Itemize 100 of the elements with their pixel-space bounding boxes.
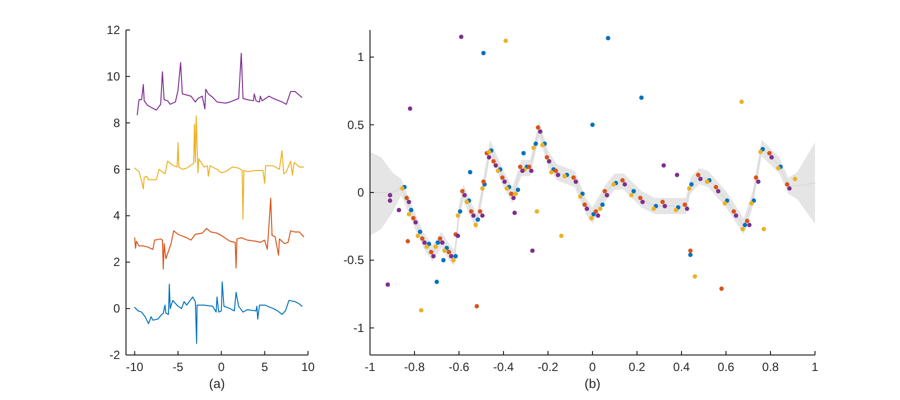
point <box>562 174 567 178</box>
point <box>749 201 754 206</box>
point <box>471 213 476 218</box>
point <box>590 122 595 127</box>
point <box>620 178 625 183</box>
point <box>438 236 442 241</box>
x-tick-label: 10 <box>301 360 315 374</box>
point <box>428 250 434 254</box>
x-tick-label: -0.2 <box>538 360 559 374</box>
point <box>622 182 627 187</box>
y-tick-label: 10 <box>106 69 120 84</box>
point <box>688 252 693 257</box>
y-tick-label: 0.5 <box>347 118 364 132</box>
point <box>530 248 535 253</box>
y-tick-label: 8 <box>113 116 120 130</box>
point <box>480 213 485 218</box>
point <box>446 250 452 254</box>
point <box>418 230 422 234</box>
point <box>534 209 540 214</box>
point <box>529 168 534 174</box>
point <box>431 254 436 258</box>
point <box>434 280 439 284</box>
point <box>531 146 536 150</box>
point <box>516 188 520 192</box>
point <box>509 192 514 196</box>
point <box>704 179 710 184</box>
point <box>660 200 665 204</box>
y-tick-label: 0 <box>357 186 364 200</box>
point <box>416 234 420 238</box>
point <box>502 179 507 184</box>
y-tick-label: 2 <box>113 255 120 270</box>
point <box>629 193 634 198</box>
y-tick-label: 1 <box>357 50 364 64</box>
point <box>769 155 774 160</box>
x-tick-label: 5 <box>261 360 268 374</box>
point <box>388 198 392 203</box>
point <box>651 206 656 211</box>
point <box>469 209 474 214</box>
point <box>638 196 643 200</box>
point <box>640 200 645 204</box>
point <box>606 36 610 40</box>
point <box>406 212 412 216</box>
point <box>756 179 760 184</box>
x-tick-label: 1 <box>812 360 819 374</box>
point <box>611 182 616 187</box>
point <box>767 151 772 156</box>
point <box>687 186 692 191</box>
point <box>571 175 576 180</box>
point <box>549 170 554 174</box>
point <box>740 226 745 232</box>
point <box>734 213 738 218</box>
point <box>480 186 485 191</box>
point <box>408 208 414 212</box>
point <box>433 244 438 249</box>
point <box>662 204 668 208</box>
point <box>406 239 410 244</box>
point <box>476 217 480 222</box>
point <box>456 213 460 218</box>
point <box>578 194 582 199</box>
point <box>762 226 766 232</box>
y-tick-label: -1 <box>353 320 364 335</box>
x-tick-label: 0.2 <box>628 360 646 374</box>
point <box>732 209 736 214</box>
point <box>758 150 763 154</box>
point <box>722 201 728 206</box>
y-tick-label: 6 <box>113 162 120 176</box>
point <box>784 182 790 187</box>
point <box>662 163 666 168</box>
point <box>600 202 605 207</box>
point <box>554 168 558 174</box>
point <box>440 240 445 245</box>
point <box>546 159 552 164</box>
point <box>792 176 798 182</box>
point <box>442 248 447 253</box>
y-tick-label: 12 <box>106 23 120 37</box>
point <box>504 38 508 44</box>
point <box>594 209 598 214</box>
point <box>453 254 458 258</box>
point <box>481 50 486 56</box>
point <box>459 34 464 39</box>
x-tick-label: -0.8 <box>404 360 426 374</box>
point <box>460 188 465 194</box>
point <box>534 142 538 146</box>
point <box>544 155 550 160</box>
point <box>388 193 392 198</box>
point <box>521 151 526 156</box>
point <box>404 196 409 200</box>
point <box>418 308 424 313</box>
y-tick-label: 0 <box>113 302 120 316</box>
x-tick-label: -10 <box>126 360 144 374</box>
point <box>754 175 758 180</box>
point <box>451 258 456 262</box>
point <box>424 244 429 249</box>
x-tick-label: -0.4 <box>493 360 514 374</box>
line-series <box>134 198 304 270</box>
point <box>512 210 517 216</box>
point <box>462 193 467 198</box>
x-axis-title: (b) <box>584 376 600 391</box>
x-tick-label: 0.4 <box>673 360 690 374</box>
point <box>514 192 518 196</box>
